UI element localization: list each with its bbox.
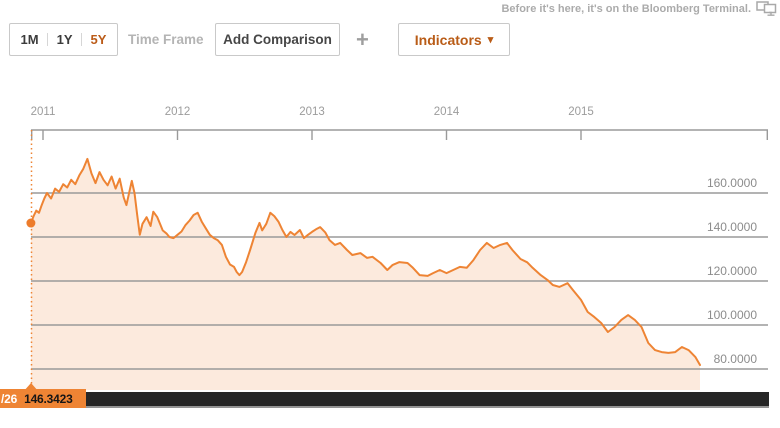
indicators-button[interactable]: Indicators ▾ xyxy=(398,23,510,56)
price-area-fill xyxy=(30,158,700,390)
price-line xyxy=(29,157,701,366)
timeframe-1m-button[interactable]: 1M xyxy=(15,32,45,47)
x-axis-label: 2012 xyxy=(165,106,191,118)
y-axis-label: 120.0000 xyxy=(707,264,757,278)
indicators-label: Indicators xyxy=(414,31,482,48)
timeframe-1y-button[interactable]: 1Y xyxy=(51,32,79,47)
terminal-tagline-text: Before it's here, it's on the Bloomberg … xyxy=(501,3,751,15)
plus-icon[interactable]: + xyxy=(356,26,369,52)
timeline-scrubber-bar[interactable] xyxy=(0,392,769,408)
x-axis-label: 2011 xyxy=(31,106,56,118)
timeframe-button-group: 1M 1Y 5Y xyxy=(9,23,118,56)
timeframe-label: Time Frame xyxy=(128,32,204,47)
y-axis-label: 80.0000 xyxy=(714,352,758,366)
x-axis-label: 2013 xyxy=(299,106,325,118)
y-axis-label: 100.0000 xyxy=(707,308,757,322)
chevron-down-icon: ▾ xyxy=(487,34,494,46)
start-point-marker xyxy=(26,218,36,228)
terminal-tagline: Before it's here, it's on the Bloomberg … xyxy=(501,1,777,17)
tooltip-date: /26 xyxy=(1,391,18,406)
divider xyxy=(47,33,49,46)
tooltip-value: 146.3423 xyxy=(24,391,73,406)
divider xyxy=(81,33,83,46)
price-tooltip: /26 146.3423 xyxy=(0,389,86,408)
y-axis-label: 140.0000 xyxy=(707,220,757,234)
x-axis-label: 2014 xyxy=(434,106,460,118)
tooltip-pointer-icon xyxy=(23,383,39,392)
add-comparison-button[interactable]: Add Comparison xyxy=(215,23,340,56)
y-axis-label: 160.0000 xyxy=(707,176,757,190)
timeframe-5y-button[interactable]: 5Y xyxy=(85,32,113,47)
bloomberg-terminal-icon xyxy=(756,1,777,16)
x-axis-label: 2015 xyxy=(568,106,594,118)
